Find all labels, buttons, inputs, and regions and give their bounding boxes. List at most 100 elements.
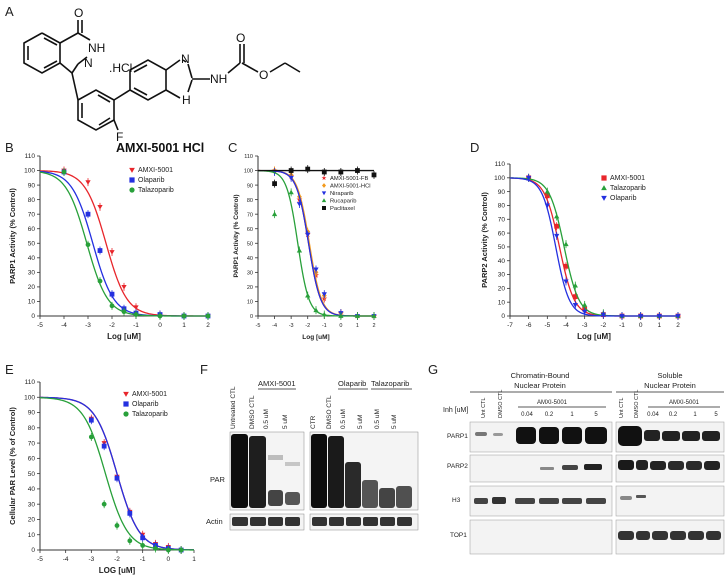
blot-f-group-amxi: AMXI-5001: [258, 379, 296, 388]
point-talazoparib: [178, 547, 184, 553]
x-tick-label: -3: [85, 322, 91, 329]
point-olaparib: [582, 309, 588, 315]
point-talazoparib: [544, 188, 550, 194]
y-tick-label: 30: [28, 501, 36, 508]
point-talazoparib: [140, 543, 146, 548]
x-tick-label: 0: [158, 322, 162, 329]
x-tick-label: -4: [563, 322, 569, 329]
legend-marker-amxi-5001: [129, 167, 135, 173]
atom-n-ring: N: [84, 56, 93, 70]
x-axis-label: Log [uM]: [577, 332, 611, 341]
point-rucaparib: [296, 247, 303, 253]
blot-g-dose-right-1: 0.04: [647, 412, 659, 418]
x-tick-label: -3: [88, 556, 94, 563]
atom-nh-ring: NH: [88, 41, 105, 55]
point-olaparib: [109, 291, 115, 297]
x-tick-label: -4: [63, 556, 69, 563]
x-axis-label: LOG [uM]: [99, 566, 136, 575]
point-talazoparib: [85, 242, 91, 248]
molecule-structure: [23, 20, 301, 131]
x-axis-label: Log [uM]: [302, 334, 329, 341]
atom-o-carbonyl: O: [74, 6, 83, 20]
point-rucaparib: [338, 313, 344, 318]
x-tick-label: -2: [109, 322, 115, 329]
panel-letter-e: E: [5, 362, 14, 377]
curve-amxi-5001: [509, 177, 678, 317]
molecule-caption: AMXI-5001 HCl: [116, 141, 204, 155]
point-paclitaxel: [371, 172, 377, 178]
legend-label-niraparib: Niraparib: [330, 191, 354, 197]
point-amxi-5001: [133, 305, 139, 310]
point-olaparib: [619, 314, 625, 319]
x-tick-label: 0: [639, 322, 643, 329]
point-olaparib: [600, 312, 606, 318]
y-tick-label: 40: [28, 486, 36, 493]
blot-g-row-parp1: PARP1: [447, 433, 468, 440]
legend-marker-amxi-5001: [601, 175, 607, 181]
legend-marker-paclitaxel: [322, 206, 326, 210]
y-tick-label: 40: [247, 256, 253, 262]
y-tick-label: 80: [28, 425, 36, 432]
y-tick-label: 10: [498, 299, 506, 306]
panel-letter-d: D: [470, 140, 479, 155]
point-talazoparib: [181, 313, 187, 319]
point-olaparib: [97, 248, 103, 253]
blot-g-dose-right-3: 1: [693, 412, 697, 418]
legend-label-amxi-5001: AMXI-5001: [138, 167, 173, 174]
point-paclitaxel: [288, 168, 294, 173]
x-tick-label: -5: [37, 322, 43, 329]
legend-marker-olaparib: [129, 177, 135, 183]
blot-g-lane-unt-left: Unt CTL: [481, 398, 487, 418]
point-olaparib: [101, 443, 107, 449]
y-tick-label: 0: [501, 313, 505, 320]
point-talazoparib: [127, 538, 133, 544]
point-paclitaxel: [338, 169, 344, 175]
x-tick-label: -2: [305, 323, 310, 329]
point-talazoparib: [554, 213, 560, 219]
point-olaparib: [88, 417, 94, 423]
y-tick-label: 0: [250, 314, 253, 320]
legend-d: AMXI-5001 Talazoparib Olaparib: [601, 175, 646, 202]
point-paclitaxel: [305, 166, 311, 172]
y-tick-label: 60: [28, 456, 36, 463]
y-tick-label: 100: [244, 169, 253, 175]
blot-g-lane-dmso-right: DMSO CTL: [634, 390, 640, 418]
x-tick-label: 2: [372, 323, 375, 329]
legend-label-paclitaxel: Paclitaxel: [330, 206, 355, 212]
point-talazoparib: [133, 312, 139, 317]
blot-g-row-parp2: PARP2: [447, 463, 468, 470]
panel-letter-f: F: [200, 362, 208, 377]
y-axis-label: PARP1 Activity (% Control): [233, 194, 240, 277]
chart-e: 0 10 20 30 40 50 60 70 80 90 100 110 -5 -4 -3 -2 -1 0 1 LOG…: [8, 379, 196, 575]
point-talazoparib: [97, 278, 103, 284]
legend-e: AMXI-5001 Olaparib Talazoparib: [123, 391, 168, 418]
y-tick-label: 50: [28, 240, 36, 247]
legend-marker-talazoparib: [123, 411, 129, 417]
axes-d: [509, 164, 678, 317]
point-amxi-5001: [572, 294, 578, 300]
atom-n-imidazole: N: [181, 52, 190, 66]
x-tick-label: -4: [61, 322, 67, 329]
curve-amxi-5001-hcl: [257, 169, 374, 317]
y-tick-label: 50: [247, 241, 253, 247]
point-niraparib: [313, 267, 319, 273]
legend-label-amxi-5001-fb: AMXI-5001-FB: [330, 176, 368, 182]
blot-g-dose-right-4: 5: [714, 412, 718, 418]
point-paclitaxel: [272, 181, 277, 187]
point-amxi-5001: [544, 193, 550, 199]
y-axis-label: Cellular PAR Level (% of Control): [8, 407, 17, 525]
y-tick-label: 0: [31, 547, 35, 554]
point-rucaparib: [313, 307, 319, 313]
point-amxi-5001: [85, 180, 91, 185]
blot-f-lane-amxi-high: 5 uM: [282, 415, 289, 429]
legend-label-talazoparib: Talazoparib: [610, 185, 646, 192]
x-tick-label: -1: [140, 556, 146, 563]
blot-g-group-right: AMXI-5001: [669, 400, 700, 406]
x-tick-label: -3: [582, 322, 588, 329]
blot-f: Untreated CTL DMSO CTL 0.5 uM 5 uM CTR D…: [206, 379, 419, 531]
x-tick-label: 0: [167, 556, 171, 563]
curve-olaparib: [509, 177, 678, 317]
point-talazoparib: [153, 546, 158, 551]
x-tick-label: -5: [256, 323, 261, 329]
